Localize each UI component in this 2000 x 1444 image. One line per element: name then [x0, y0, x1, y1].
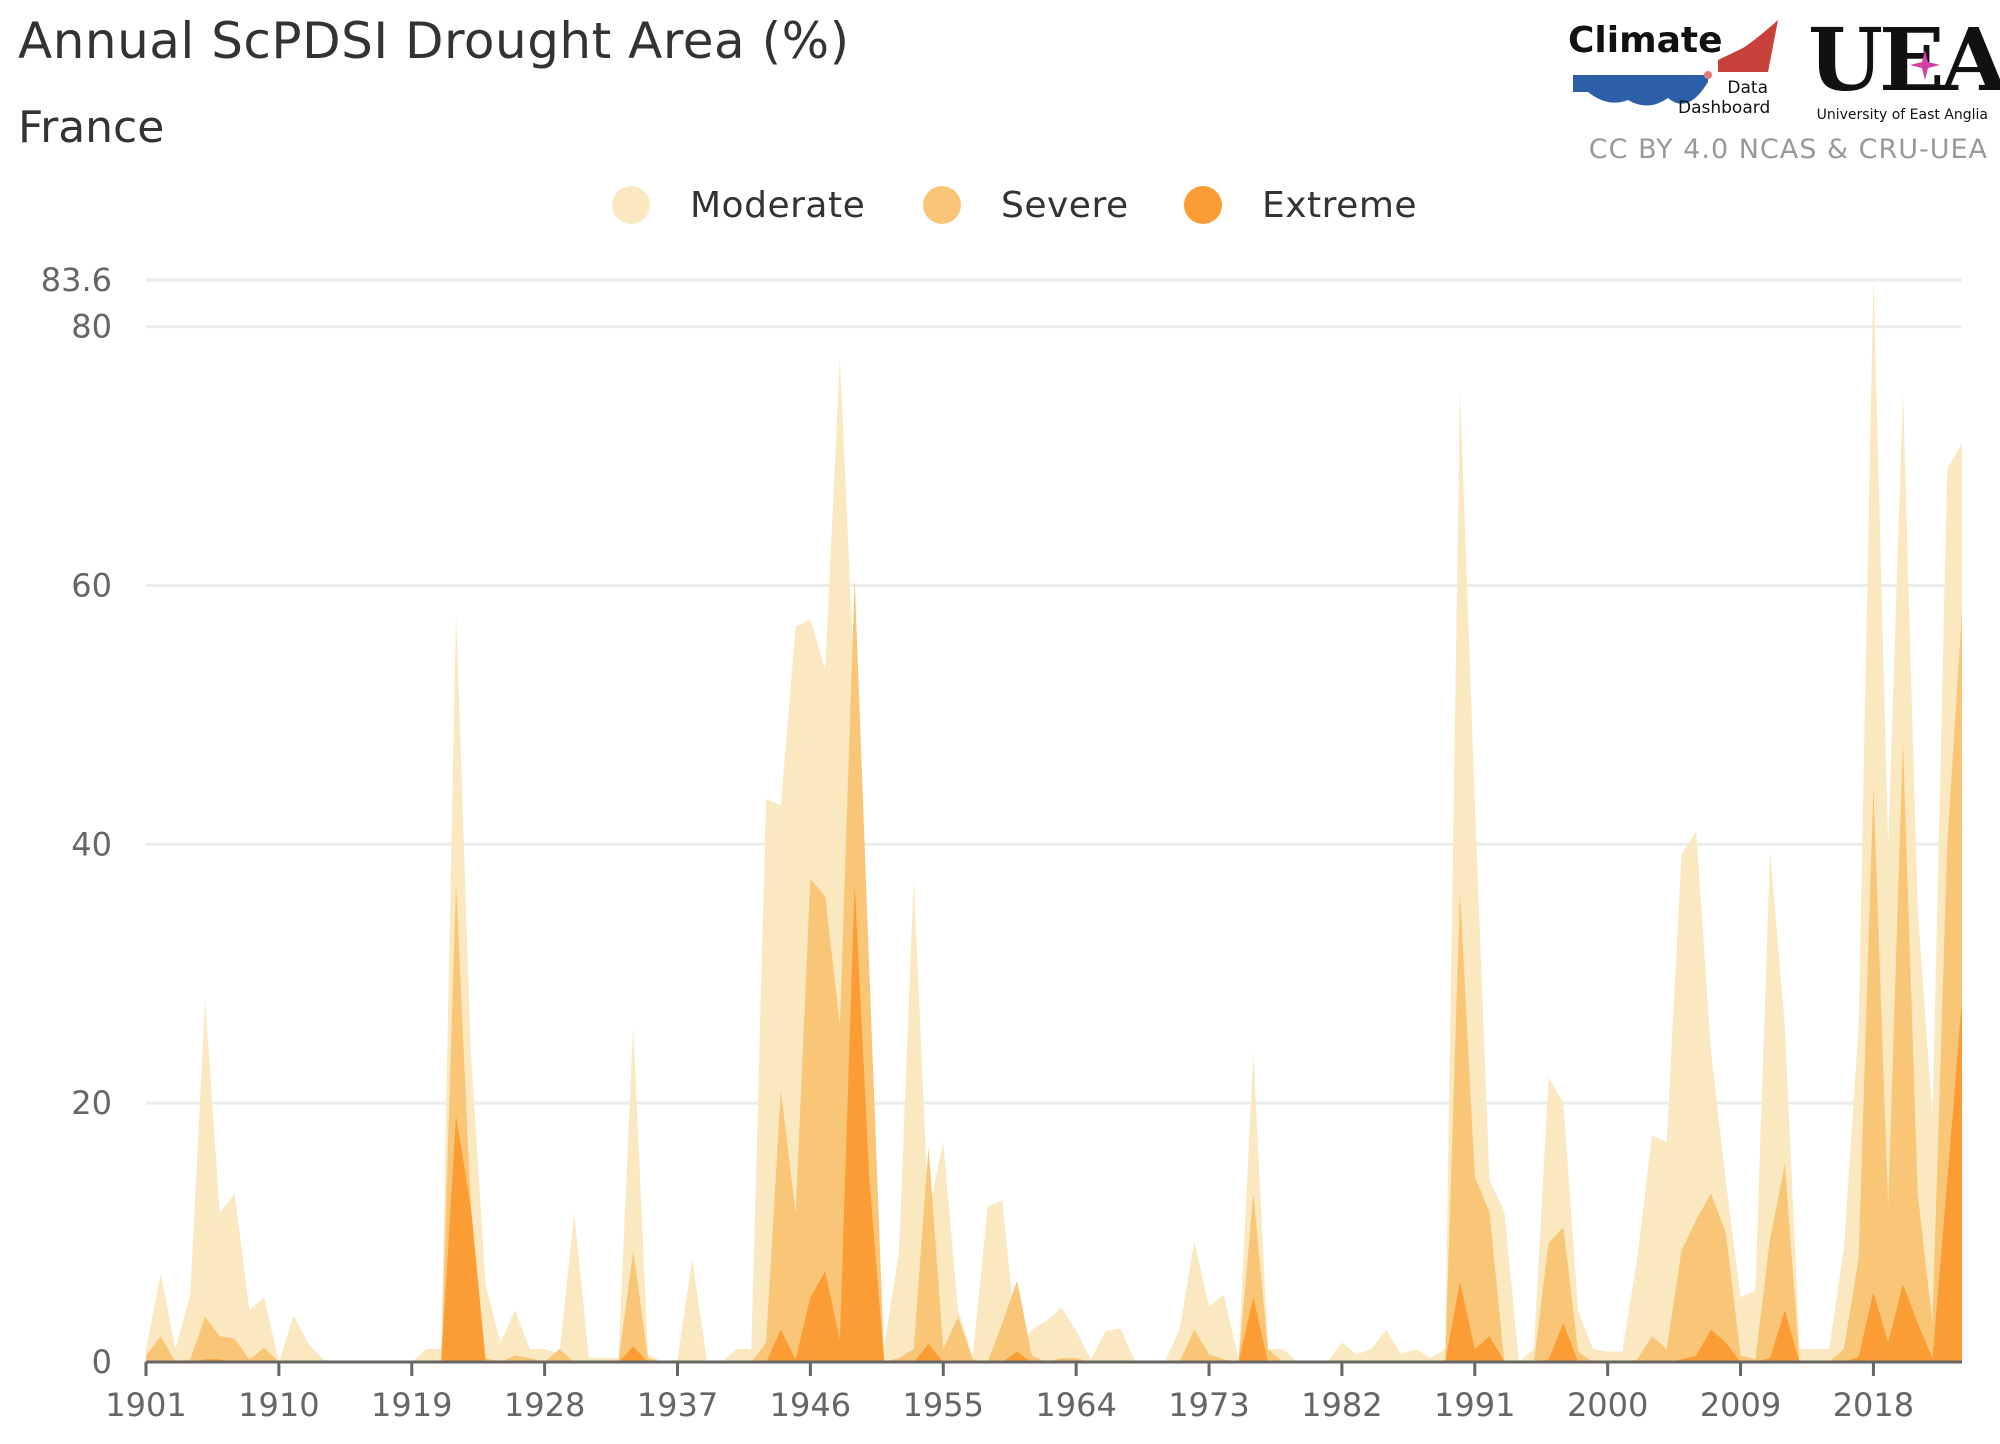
x-tick-label: 1919	[371, 1386, 452, 1424]
uea-logo: UEA University of East Anglia	[1808, 10, 2000, 130]
x-tick-label: 1910	[238, 1386, 319, 1424]
x-tick-label: 2009	[1700, 1386, 1781, 1424]
axes	[144, 1360, 1962, 1376]
climate-logo-sub-dashboard: Dashboard	[1678, 98, 1771, 118]
uea-logo-university: University of East Anglia	[1816, 107, 1988, 123]
climate-logo-sub: Data Dashboard	[1678, 78, 1771, 118]
legend-item-extreme[interactable]: Extreme	[1184, 180, 1417, 230]
y-tick-label: 0	[92, 1343, 112, 1381]
x-tick-label: 1937	[637, 1386, 718, 1424]
gridlines	[146, 278, 1962, 1105]
y-tick-label: 40	[71, 825, 112, 863]
area-series	[146, 277, 1962, 1362]
uea-logo-word: UEA	[1808, 10, 2000, 111]
y-axis-tick-labels: 0 20 40 60 80 83.6	[41, 261, 112, 1381]
y-tick-label: 83.6	[41, 261, 112, 299]
x-axis-tick-labels: 1901 1910 1919 1928 1937 1946 1955 1964 1973 1982…	[105, 1386, 1914, 1424]
legend-swatch-moderate	[612, 186, 650, 224]
x-tick-label: 1901	[105, 1386, 186, 1424]
moderate-area	[146, 277, 1962, 1362]
legend-swatch-severe	[923, 186, 961, 224]
legend-label-extreme: Extreme	[1262, 184, 1418, 226]
y-tick-label: 20	[71, 1084, 112, 1122]
climate-stripes-icon	[1573, 20, 1778, 106]
severe-area	[146, 578, 1962, 1362]
climate-logo-word: Climate	[1568, 20, 1723, 61]
x-tick-label: 2018	[1833, 1386, 1914, 1424]
legend-item-moderate[interactable]: Moderate	[612, 180, 865, 230]
star-icon	[1910, 50, 1940, 80]
x-tick-label: 1991	[1434, 1386, 1515, 1424]
license-credit: CC BY 4.0 NCAS & CRU-UEA	[1588, 134, 1988, 165]
legend-swatch-extreme	[1184, 186, 1222, 224]
chart-subtitle: France	[18, 102, 165, 153]
x-tick-label: 1964	[1035, 1386, 1116, 1424]
x-tick-label: 1955	[903, 1386, 984, 1424]
x-tick-label: 1946	[770, 1386, 851, 1424]
x-tick-label: 1982	[1301, 1386, 1382, 1424]
y-tick-label: 80	[71, 308, 112, 346]
legend-label-severe: Severe	[1001, 184, 1129, 226]
legend-label-moderate: Moderate	[690, 184, 866, 226]
x-tick-label: 1928	[504, 1386, 585, 1424]
legend-item-severe[interactable]: Severe	[923, 180, 1129, 230]
x-tick-label: 2000	[1567, 1386, 1648, 1424]
climate-data-dashboard-logo: Climate Data Dashboard	[1568, 20, 1788, 120]
legend: Moderate Severe Extreme	[0, 180, 2000, 230]
climate-logo-sub-data: Data	[1727, 78, 1768, 98]
chart-title: Annual ScPDSI Drought Area (%)	[18, 12, 850, 70]
x-tick-label: 1973	[1168, 1386, 1249, 1424]
y-tick-label: 60	[71, 566, 112, 604]
logos: Climate Data Dashboard UEA University of…	[1568, 10, 2000, 170]
